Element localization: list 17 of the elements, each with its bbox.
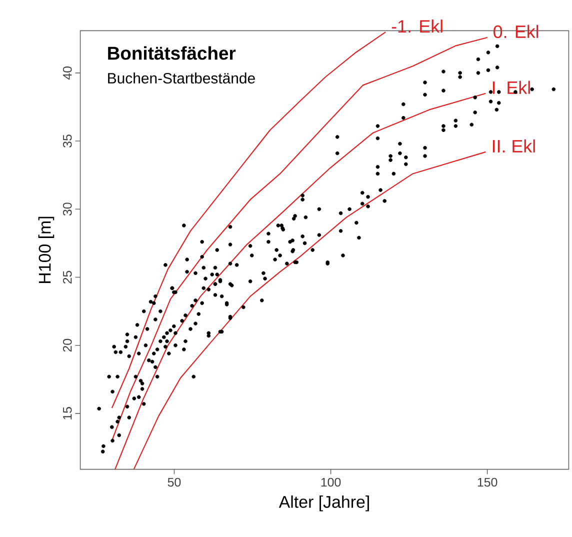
- text: Buchen-Startbestände: [108, 72, 255, 84]
- x-tick-label: 100: [321, 478, 341, 487]
- x-axis-title: Alter [Jahre]: [278, 495, 369, 512]
- y-tick-label: 15: [63, 407, 72, 420]
- line-series: [133, 151, 486, 470]
- y-tick-label: 35: [62, 134, 72, 148]
- x-tick-label: 50: [168, 478, 181, 487]
- y-tick-label: 30: [62, 202, 72, 216]
- text: Bonitätsfächer: [108, 46, 236, 60]
- line-series: [114, 92, 486, 470]
- y-axis-title: H100 [m]: [38, 216, 54, 283]
- series-label: -1. Ekl: [392, 20, 442, 33]
- series-label: II. Ekl: [492, 139, 535, 152]
- y-tick-label: 20: [62, 338, 72, 352]
- y-tick-label: 25: [62, 270, 72, 284]
- y-tick-label: 40: [62, 66, 72, 80]
- x-tick-label: 150: [478, 478, 498, 487]
